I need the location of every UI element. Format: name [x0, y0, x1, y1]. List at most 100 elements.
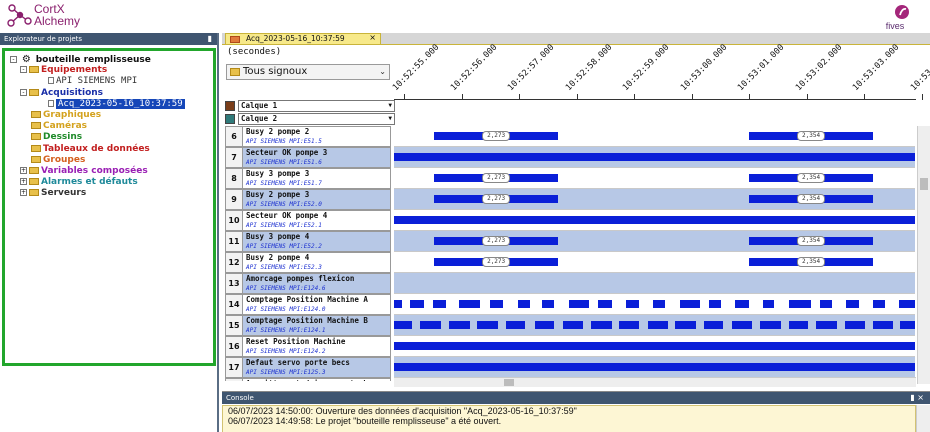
track-plot[interactable]	[394, 273, 915, 294]
signal-track[interactable]: 12 Busy 2 pompe 4 API SIEMENS MPI:E52.3 2,2…	[225, 252, 915, 273]
track-label[interactable]: Busy 2 pompe 3 API SIEMENS MPI:E52.0	[243, 189, 391, 210]
tree-item[interactable]: Acq_2023-05-16_10:37:59	[5, 98, 213, 110]
tree-item[interactable]: - Equipements	[5, 65, 213, 76]
duration-label: 2,273	[482, 194, 511, 204]
track-number: 9	[225, 189, 243, 210]
track-label[interactable]: Secteur OK pompe 3 API SIEMENS MPI:E51.6	[243, 147, 391, 168]
track-plot[interactable]	[394, 336, 915, 357]
time-tick-label: 10:53:00.000	[678, 42, 729, 93]
track-label[interactable]: Amorcage pompes flexicon API SIEMENS MPI:…	[243, 273, 391, 294]
signal-track[interactable]: 15 Comptage Position Machine B API SIEMENS…	[225, 315, 915, 336]
track-label[interactable]: Reset Position Machine API SIEMENS MPI:E1…	[243, 336, 391, 357]
track-plot[interactable]	[394, 315, 915, 336]
track-plot[interactable]: 2,273 2,354	[394, 126, 915, 147]
signal-pulse	[506, 321, 526, 329]
acquisition-icon	[230, 36, 240, 43]
track-plot[interactable]: 2,273 2,354	[394, 189, 915, 210]
pin-icon[interactable]: ▮	[207, 34, 212, 43]
horizontal-scroll-thumb[interactable]	[504, 379, 514, 386]
layer-color-swatch[interactable]	[225, 101, 235, 111]
close-icon[interactable]: ×	[369, 33, 376, 42]
collapse-icon[interactable]: -	[10, 56, 17, 63]
tree-item[interactable]: + Alarmes et défauts	[5, 177, 213, 188]
track-plot[interactable]	[394, 294, 915, 315]
tab-acquisition[interactable]: Acq_2023-05-16_10:37:59 ×	[225, 33, 381, 45]
layer-select[interactable]: Calque 1 ▼	[238, 100, 395, 112]
tree-item[interactable]: + Variables composées	[5, 166, 213, 177]
signal-track[interactable]: 6 Busy 2 pompe 2 API SIEMENS MPI:E51.5 2,27…	[225, 126, 915, 147]
track-label[interactable]: Comptage Position Machine A API SIEMENS M…	[243, 294, 391, 315]
track-number: 18	[225, 378, 243, 381]
chevron-down-icon[interactable]: ▼	[388, 102, 392, 109]
chevron-down-icon[interactable]: ▼	[388, 115, 392, 122]
expand-icon[interactable]: +	[20, 166, 27, 174]
tree-item-label: Dessins	[43, 132, 83, 143]
time-tick-mark	[749, 94, 750, 100]
track-number: 10	[225, 210, 243, 231]
console-scrollbar[interactable]	[916, 405, 930, 432]
signal-filter-select[interactable]: Tous signoux ⌄	[226, 64, 390, 80]
collapse-icon[interactable]: -	[20, 88, 27, 96]
track-label[interactable]: Comptage Position Machine B API SIEMENS M…	[243, 315, 391, 336]
layer-select[interactable]: Calque 2 ▼	[238, 113, 395, 125]
horizontal-scrollbar[interactable]	[394, 377, 916, 387]
signal-track[interactable]: 17 Defaut servo porte becs API SIEMENS MPI…	[225, 357, 915, 378]
signal-pulse	[709, 300, 722, 308]
expand-icon[interactable]: +	[20, 178, 27, 186]
document-tab-strip: Acq_2023-05-16_10:37:59 ×	[222, 33, 930, 45]
track-plot[interactable]: 2,273 2,354	[394, 168, 915, 189]
tree-item-label: Variables composées	[41, 165, 148, 176]
track-label[interactable]: Defaut servo porte becs API SIEMENS MPI:E…	[243, 357, 391, 378]
signal-pulse	[652, 300, 665, 308]
chevron-down-icon[interactable]: ⌄	[379, 67, 386, 76]
signal-track[interactable]: 13 Amorcage pompes flexicon API SIEMENS MP…	[225, 273, 915, 294]
track-plot[interactable]: 2,273 2,354	[394, 252, 915, 273]
layer-row: Calque 2 ▼	[225, 113, 915, 125]
signal-track[interactable]: 9 Busy 2 pompe 3 API SIEMENS MPI:E52.0 2,27…	[225, 189, 915, 210]
track-label[interactable]: Busy 2 pompe 4 API SIEMENS MPI:E52.3	[243, 252, 391, 273]
track-label[interactable]: Busy 2 pompe 2 API SIEMENS MPI:E51.5	[243, 126, 391, 147]
signal-pulse	[394, 153, 915, 161]
tree-item[interactable]: Caméras	[5, 121, 213, 132]
tree-item[interactable]: API SIEMENS MPI	[5, 76, 213, 87]
signal-track[interactable]: 10 Secteur OK pompe 4 API SIEMENS MPI:E52.…	[225, 210, 915, 231]
tree-item[interactable]: Dessins	[5, 132, 213, 143]
signal-pulse	[568, 300, 590, 308]
signal-track[interactable]: 14 Comptage Position Machine A API SIEMENS…	[225, 294, 915, 315]
expand-icon[interactable]: +	[20, 189, 27, 197]
tree-item[interactable]: Tableaux de données	[5, 144, 213, 155]
track-plot[interactable]: 2,273 2,354	[394, 231, 915, 252]
tree-item-label: Serveurs	[41, 188, 87, 199]
track-label[interactable]: Acquittement driver porte becs	[243, 378, 391, 381]
tree-item-label: Acq_2023-05-16_10:37:59	[56, 98, 185, 109]
track-label[interactable]: Secteur OK pompe 4 API SIEMENS MPI:E52.1	[243, 210, 391, 231]
signal-track[interactable]: 7 Secteur OK pompe 3 API SIEMENS MPI:E51.6	[225, 147, 915, 168]
layer-row: Calque 1 ▼	[225, 100, 915, 112]
time-tick-label: 10:53:03.000	[850, 42, 902, 93]
track-plot[interactable]	[394, 210, 915, 231]
track-label[interactable]: Busy 3 pompe 3 API SIEMENS MPI:E51.7	[243, 168, 391, 189]
console-window-buttons[interactable]: ▮ ×	[910, 393, 924, 402]
signal-track[interactable]: 11 Busy 3 pompe 4 API SIEMENS MPI:E52.2 2,2…	[225, 231, 915, 252]
tree-root[interactable]: - ⚙ bouteille remplisseuse	[5, 54, 213, 65]
duration-label: 2,273	[482, 131, 511, 141]
tree-item[interactable]: - Acquisitions	[5, 88, 213, 99]
track-plot[interactable]	[394, 147, 915, 168]
signal-track[interactable]: 16 Reset Position Machine API SIEMENS MPI:…	[225, 336, 915, 357]
vertical-scroll-thumb[interactable]	[920, 178, 928, 190]
tree-item[interactable]: Groupes	[5, 155, 213, 166]
signal-address: API SIEMENS MPI:E52.2	[246, 243, 322, 250]
track-plot[interactable]	[394, 357, 915, 378]
time-tick-label: 10:52:57.000	[505, 42, 557, 93]
collapse-icon[interactable]: -	[20, 66, 27, 74]
track-number: 11	[225, 231, 243, 252]
signal-track[interactable]: 8 Busy 3 pompe 3 API SIEMENS MPI:E51.7 2,27…	[225, 168, 915, 189]
tree-item[interactable]: + Serveurs	[5, 188, 213, 199]
vertical-scrollbar[interactable]	[917, 126, 930, 384]
track-number: 6	[225, 126, 243, 147]
tree-item[interactable]: Graphiques	[5, 110, 213, 121]
folder-icon	[31, 133, 41, 141]
layer-color-swatch[interactable]	[225, 114, 235, 124]
signal-pulse	[433, 300, 447, 308]
track-label[interactable]: Busy 3 pompe 4 API SIEMENS MPI:E52.2	[243, 231, 391, 252]
